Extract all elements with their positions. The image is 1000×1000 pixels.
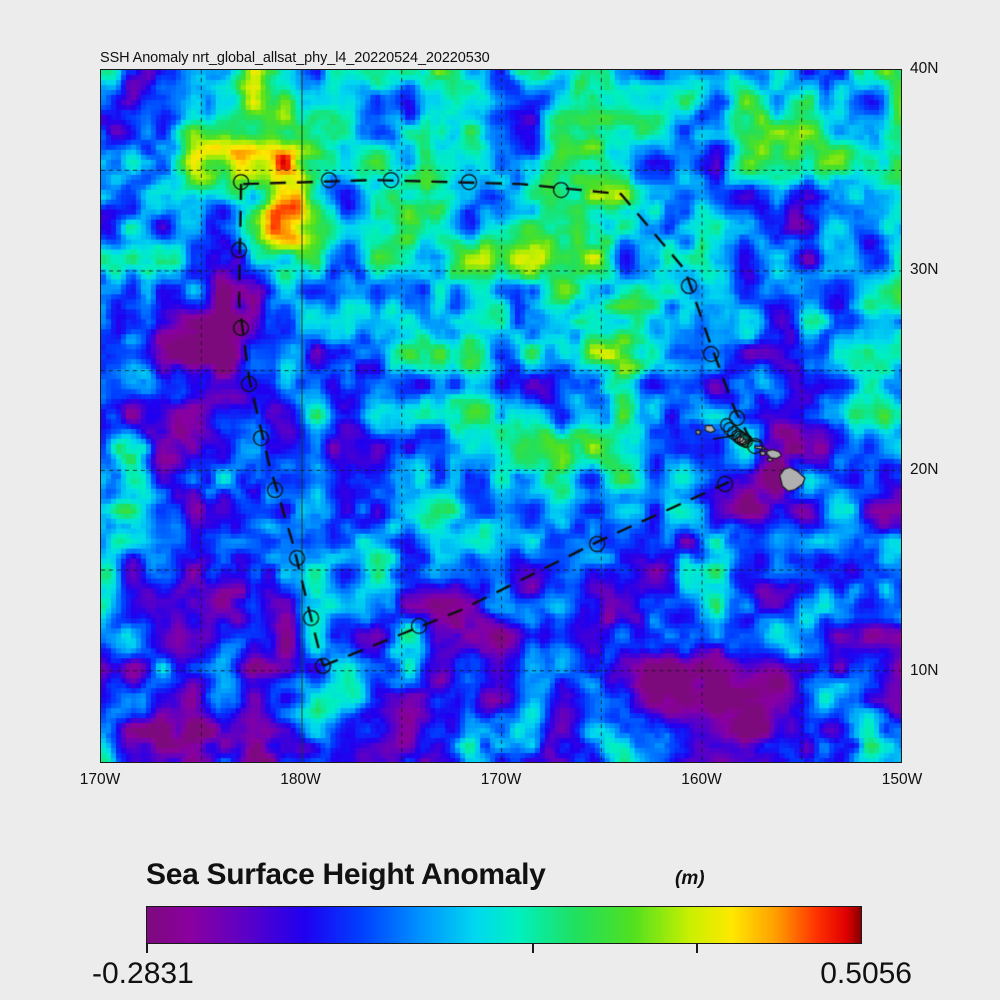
x-tick-label: 170W <box>480 771 522 788</box>
colorbar-gradient <box>146 906 862 944</box>
y-tick-label: 40N <box>910 60 939 77</box>
map-overlay-tracks-and-land <box>101 70 901 762</box>
colorbar-min-label: -0.2831 <box>92 957 194 990</box>
figure-title: SSH Anomaly nrt_global_allsat_phy_l4_202… <box>100 50 490 66</box>
y-tick-label: 20N <box>910 461 939 479</box>
colorbar-tick <box>695 944 698 953</box>
x-tick-label: 180W <box>280 771 321 788</box>
y-tick-label: 30N <box>910 260 939 278</box>
colorbar-tick <box>531 944 534 953</box>
map-plot-area[interactable] <box>100 69 902 763</box>
colorbar-tick <box>146 944 148 953</box>
x-tick-label: 170W <box>79 771 121 788</box>
colorbar-title: Sea Surface Height Anomaly <box>146 858 546 891</box>
x-tick-label: 160W <box>681 771 722 788</box>
colorbar-max-label: 0.5056 <box>820 957 912 990</box>
y-tick-label: 10N <box>910 661 939 679</box>
colorbar-units: (m) <box>675 868 705 889</box>
x-tick-label: 150W <box>881 771 923 788</box>
